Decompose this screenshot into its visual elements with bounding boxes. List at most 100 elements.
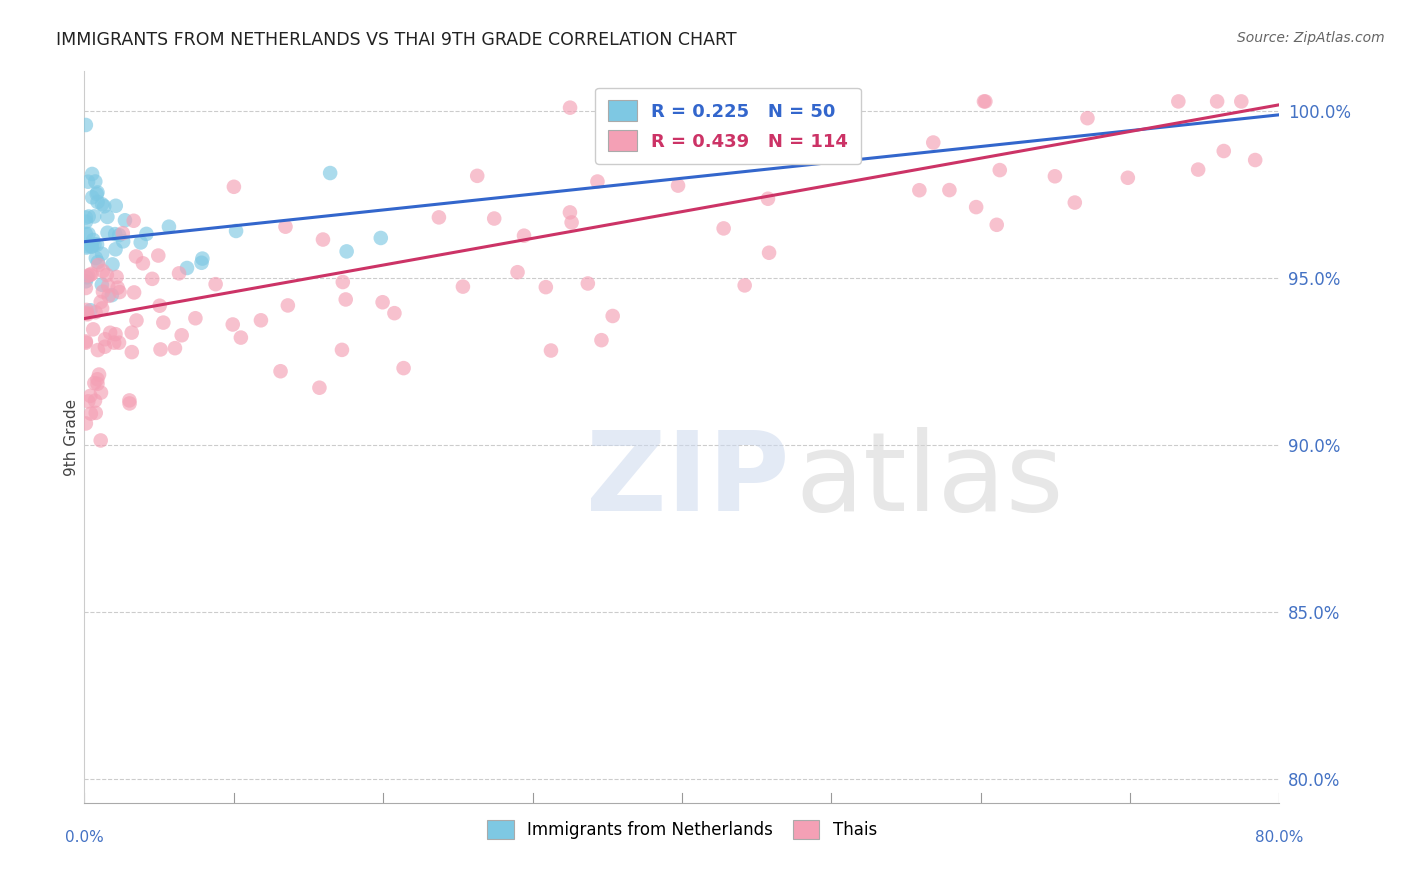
- Point: [974, 95, 997, 109]
- Point: [86, 194, 108, 209]
- Point: [125, 249, 148, 263]
- Point: [250, 313, 273, 327]
- Point: [756, 192, 779, 206]
- Point: [86, 186, 108, 201]
- Point: [938, 183, 960, 197]
- Point: [121, 326, 143, 340]
- Point: [93, 199, 115, 213]
- Point: [77, 268, 100, 283]
- Y-axis label: 9th Grade: 9th Grade: [63, 399, 79, 475]
- Point: [76, 307, 98, 321]
- Point: [1212, 144, 1234, 158]
- Point: [86, 376, 108, 391]
- Point: [270, 364, 292, 378]
- Point: [713, 221, 735, 235]
- Point: [118, 393, 141, 408]
- Point: [75, 281, 97, 295]
- Point: [77, 394, 100, 409]
- Point: [184, 311, 207, 326]
- Point: [1076, 111, 1098, 125]
- Point: [122, 214, 145, 228]
- Point: [91, 197, 114, 211]
- Point: [734, 278, 756, 293]
- Point: [91, 285, 114, 299]
- Point: [190, 256, 212, 270]
- Point: [76, 306, 98, 320]
- Point: [96, 268, 118, 282]
- Point: [167, 266, 190, 280]
- Point: [121, 345, 143, 359]
- Point: [96, 210, 118, 224]
- Point: [484, 211, 506, 226]
- Point: [83, 237, 105, 252]
- Point: [986, 218, 1008, 232]
- Point: [75, 335, 97, 350]
- Point: [229, 330, 252, 344]
- Point: [114, 213, 136, 227]
- Point: [87, 258, 110, 272]
- Point: [80, 239, 103, 253]
- Point: [87, 368, 110, 382]
- Point: [319, 166, 342, 180]
- Point: [371, 295, 394, 310]
- Point: [586, 175, 609, 189]
- Point: [274, 219, 297, 234]
- Point: [427, 211, 450, 225]
- Point: [80, 239, 103, 253]
- Point: [277, 298, 299, 312]
- Point: [558, 205, 581, 219]
- Point: [76, 302, 98, 317]
- Point: [1244, 153, 1267, 167]
- Point: [90, 295, 112, 310]
- Point: [335, 293, 357, 307]
- Point: [1063, 195, 1085, 210]
- Point: [465, 169, 488, 183]
- Point: [91, 301, 114, 316]
- Point: [97, 279, 120, 293]
- Point: [176, 260, 198, 275]
- Point: [84, 305, 107, 319]
- Point: [84, 406, 107, 420]
- Point: [112, 235, 135, 249]
- Point: [108, 285, 131, 299]
- Point: [222, 318, 245, 332]
- Point: [83, 376, 105, 390]
- Point: [758, 245, 780, 260]
- Point: [118, 396, 141, 410]
- Point: [101, 257, 124, 271]
- Point: [540, 343, 562, 358]
- Point: [965, 200, 987, 214]
- Point: [103, 335, 125, 350]
- Point: [1167, 95, 1189, 109]
- Legend: Immigrants from Netherlands, Thais: Immigrants from Netherlands, Thais: [481, 814, 883, 846]
- Point: [149, 299, 172, 313]
- Point: [75, 215, 97, 229]
- Point: [79, 303, 101, 318]
- Point: [98, 326, 121, 340]
- Point: [91, 264, 114, 278]
- Text: ZIP: ZIP: [586, 427, 790, 534]
- Point: [104, 199, 127, 213]
- Point: [84, 174, 107, 188]
- Point: [163, 341, 186, 355]
- Point: [86, 237, 108, 252]
- Point: [94, 340, 117, 354]
- Point: [908, 183, 931, 197]
- Point: [96, 226, 118, 240]
- Text: atlas: atlas: [796, 427, 1064, 534]
- Point: [451, 279, 474, 293]
- Point: [558, 101, 581, 115]
- Point: [104, 327, 127, 342]
- Point: [80, 267, 103, 281]
- Point: [602, 309, 624, 323]
- Point: [75, 274, 97, 288]
- Point: [1187, 162, 1209, 177]
- Point: [506, 265, 529, 279]
- Point: [77, 175, 100, 189]
- Point: [79, 268, 101, 282]
- Point: [332, 275, 354, 289]
- Point: [973, 95, 995, 109]
- Point: [104, 242, 127, 256]
- Point: [100, 288, 122, 302]
- Point: [135, 227, 157, 241]
